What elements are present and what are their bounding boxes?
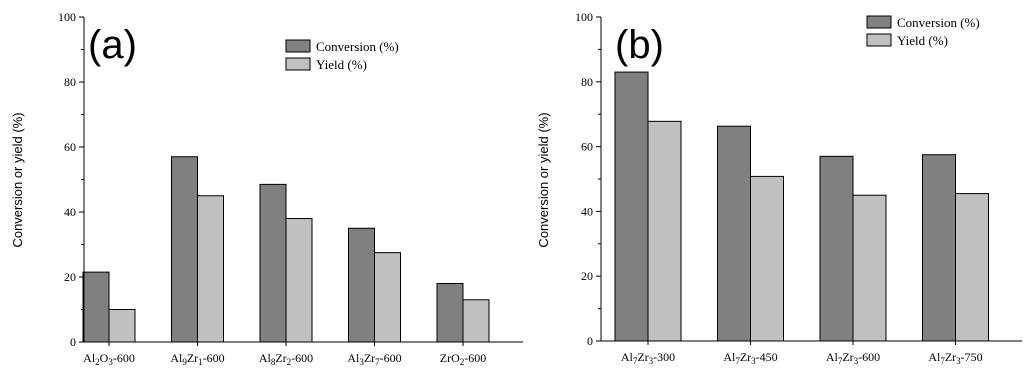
x-tick-text: -600 bbox=[464, 351, 486, 365]
bar-conversion-5 bbox=[436, 283, 464, 343]
x-tick-subscript: 8 bbox=[271, 357, 276, 367]
legend-label-conversion: Conversion (%) bbox=[897, 15, 980, 30]
x-tick-label: Al7Zr3-600 bbox=[826, 350, 880, 366]
x-tick-subscript: 3 bbox=[751, 356, 756, 366]
y-tick-label: 80 bbox=[64, 75, 76, 89]
x-tick-subscript: 7 bbox=[838, 356, 843, 366]
x-tick-label: Al7Zr3-750 bbox=[928, 350, 982, 366]
y-tick-label: 0 bbox=[70, 335, 76, 349]
y-tick-label: 20 bbox=[64, 270, 76, 284]
bar-conversion-4 bbox=[922, 154, 956, 342]
x-tick-label: Al8Zr2-600 bbox=[259, 351, 313, 367]
x-tick-text: Zr bbox=[275, 351, 286, 365]
x-tick-text: -600 bbox=[858, 350, 880, 364]
y-tick-label: 80 bbox=[581, 75, 593, 89]
y-tick-label: 0 bbox=[587, 334, 593, 348]
x-tick-subscript: 2 bbox=[460, 357, 465, 367]
legend-label-yield: Yield (%) bbox=[316, 57, 367, 72]
x-tick-text: Zr bbox=[740, 350, 751, 364]
x-tick-subscript: 2 bbox=[287, 357, 292, 367]
bar-yield-2 bbox=[750, 175, 784, 342]
x-tick-text: O bbox=[100, 351, 109, 365]
bar-conversion-3 bbox=[259, 183, 287, 343]
bar-yield-3 bbox=[285, 218, 313, 343]
bar-yield-4 bbox=[374, 252, 401, 343]
x-tick-text: Al bbox=[826, 350, 839, 364]
bar-yield-2 bbox=[197, 195, 224, 343]
legend-swatch-yield bbox=[285, 57, 311, 71]
bar-conversion-1 bbox=[82, 271, 110, 343]
y-tick-label: 60 bbox=[581, 140, 593, 154]
x-tick-subscript: 7 bbox=[633, 356, 638, 366]
x-tick-label: Al7Zr3-300 bbox=[621, 350, 675, 366]
x-tick-text: Al bbox=[83, 351, 96, 365]
bar-conversion-2 bbox=[717, 125, 751, 342]
legend-label-conversion: Conversion (%) bbox=[316, 39, 399, 54]
x-tick-subscript: 7 bbox=[735, 356, 740, 366]
x-tick-text: -450 bbox=[756, 350, 778, 364]
y-tick-label: 100 bbox=[58, 10, 76, 24]
x-tick-subscript: 7 bbox=[940, 356, 945, 366]
x-tick-text: Zr bbox=[637, 350, 648, 364]
x-tick-text: Zr bbox=[187, 351, 198, 365]
x-tick-subscript: 2 bbox=[95, 357, 100, 367]
y-tick-label: 40 bbox=[64, 205, 76, 219]
x-tick-text: Al bbox=[621, 350, 634, 364]
x-tick-subscript: 7 bbox=[375, 357, 380, 367]
legend-swatch-conversion bbox=[866, 15, 892, 29]
panel-label: (b) bbox=[615, 23, 664, 67]
x-tick-subscript: 3 bbox=[359, 357, 364, 367]
x-tick-subscript: 3 bbox=[956, 356, 961, 366]
legend-swatch-yield bbox=[866, 33, 892, 47]
bar-yield-1 bbox=[647, 120, 682, 342]
x-tick-subscript: 9 bbox=[182, 357, 187, 367]
x-tick-label: Al3Zr7-600 bbox=[347, 351, 401, 367]
y-tick-label: 40 bbox=[581, 204, 593, 218]
y-tick-label: 100 bbox=[575, 10, 593, 24]
x-tick-label: Al9Zr1-600 bbox=[170, 351, 224, 367]
x-tick-text: Zr bbox=[364, 351, 375, 365]
bar-yield-3 bbox=[852, 194, 887, 342]
x-tick-text: Zr bbox=[945, 350, 956, 364]
legend-label-yield: Yield (%) bbox=[897, 33, 948, 48]
x-tick-text: -600 bbox=[113, 351, 135, 365]
y-axis-label: Conversion or yield (%) bbox=[10, 112, 25, 247]
bar-conversion-1 bbox=[614, 71, 649, 342]
bar-conversion-4 bbox=[348, 227, 375, 343]
x-tick-subscript: 3 bbox=[108, 357, 113, 367]
y-axis-label: Conversion or yield (%) bbox=[536, 112, 551, 247]
x-tick-text: Al bbox=[723, 350, 736, 364]
x-tick-text: Zr bbox=[842, 350, 853, 364]
x-tick-text: -600 bbox=[291, 351, 313, 365]
x-tick-subscript: 3 bbox=[854, 356, 859, 366]
legend-swatch-conversion bbox=[285, 39, 311, 53]
panel-label: (a) bbox=[88, 23, 137, 67]
x-tick-label: Al7Zr3-450 bbox=[723, 350, 777, 366]
x-tick-label: Al2O3-600 bbox=[83, 351, 135, 367]
bar-conversion-2 bbox=[171, 156, 198, 343]
x-tick-label: ZrO2-600 bbox=[440, 351, 487, 367]
x-tick-text: Al bbox=[170, 351, 183, 365]
x-tick-text: -300 bbox=[653, 350, 675, 364]
bar-yield-4 bbox=[955, 193, 989, 342]
x-tick-subscript: 3 bbox=[649, 356, 654, 366]
bar-yield-5 bbox=[462, 299, 490, 343]
bar-yield-1 bbox=[108, 309, 136, 343]
x-tick-text: -600 bbox=[203, 351, 225, 365]
x-tick-text: Al bbox=[259, 351, 272, 365]
x-tick-text: Al bbox=[928, 350, 941, 364]
bar-conversion-3 bbox=[819, 155, 854, 342]
x-tick-text: ZrO bbox=[440, 351, 460, 365]
y-tick-label: 20 bbox=[581, 269, 593, 283]
x-tick-subscript: 1 bbox=[198, 357, 203, 367]
y-tick-label: 60 bbox=[64, 140, 76, 154]
x-tick-text: Al bbox=[347, 351, 360, 365]
x-tick-text: -600 bbox=[380, 351, 402, 365]
x-tick-text: -750 bbox=[961, 350, 983, 364]
